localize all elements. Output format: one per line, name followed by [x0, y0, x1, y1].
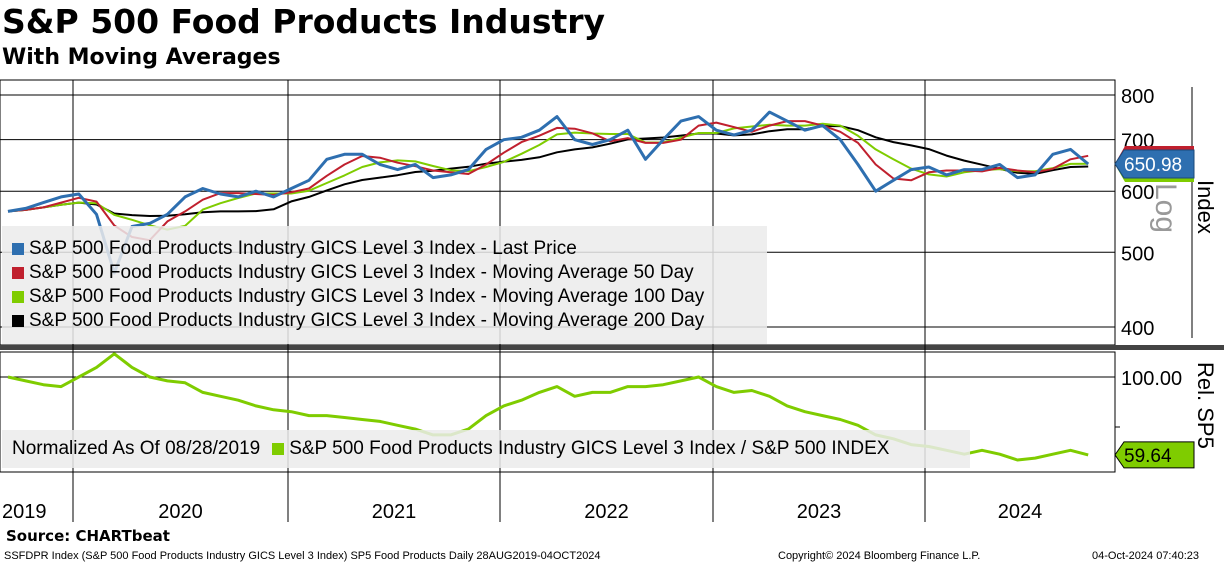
chart-title: S&P 500 Food Products Industry [2, 2, 606, 41]
last-price-tag [1114, 149, 1195, 179]
legend-swatch [12, 267, 24, 279]
legend-swatch [12, 243, 24, 255]
legend-item-ma50: S&P 500 Food Products Industry GICS Leve… [12, 261, 767, 285]
panel-divider [0, 345, 1224, 350]
legend-label: S&P 500 Food Products Industry GICS Leve… [29, 310, 705, 331]
normalized-note: Normalized As Of 08/28/2019 [12, 438, 261, 459]
last-price-line [7, 110, 1090, 275]
relative-last-value: 59.64 [1124, 446, 1172, 467]
ma200-line [7, 125, 1089, 217]
y-tick-label: 500 [1121, 243, 1154, 265]
ma100-line [7, 122, 1089, 231]
y-tick-label: 400 [1121, 318, 1154, 340]
legend-swatch [12, 315, 24, 327]
legend-item-last-price: S&P 500 Food Products Industry GICS Leve… [12, 237, 767, 261]
relative-panel-frame [0, 351, 1116, 473]
legend-label: S&P 500 Food Products Industry GICS Leve… [29, 286, 705, 307]
relative-value-tag [1114, 441, 1195, 469]
x-tick-label: 2020 [158, 501, 203, 523]
legend-item-ma100: S&P 500 Food Products Industry GICS Leve… [12, 285, 767, 309]
legend-item-ma200: S&P 500 Food Products Industry GICS Leve… [12, 309, 767, 333]
y-axis-title: Index [1193, 180, 1218, 234]
footer-timestamp: 04-Oct-2024 07:40:23 [1092, 550, 1200, 562]
log-scale-label: Log [1149, 183, 1182, 233]
y-axis-title-relative: Rel. SP5 [1193, 362, 1218, 449]
relative-legend: Normalized As Of 08/28/2019 S&P 500 Food… [2, 430, 970, 468]
x-tick-label: 2023 [797, 501, 842, 523]
y-tick-label: 800 [1121, 86, 1154, 108]
x-tick-label: 2024 [998, 501, 1043, 523]
legend-label: S&P 500 Food Products Industry GICS Leve… [289, 438, 890, 459]
source-label: Source: CHARTbeat [6, 527, 170, 545]
price-legend: S&P 500 Food Products Industry GICS Leve… [2, 226, 767, 344]
last-price-value: 650.98 [1124, 155, 1182, 176]
x-tick-label: 2019 [2, 501, 47, 523]
y-tick-label: 600 [1121, 182, 1154, 204]
y-tick-label: 100.00 [1121, 368, 1182, 390]
legend-label: S&P 500 Food Products Industry GICS Leve… [29, 238, 577, 259]
x-tick-label: 2022 [584, 501, 629, 523]
x-tick-label: 2021 [372, 501, 417, 523]
legend-label: S&P 500 Food Products Industry GICS Leve… [29, 262, 694, 283]
footer-description: SSFDPR Index (S&P 500 Food Products Indu… [4, 550, 601, 562]
legend-swatch [12, 291, 24, 303]
footer-copyright: Copyright© 2024 Bloomberg Finance L.P. [778, 550, 981, 562]
chart-subtitle: With Moving Averages [2, 45, 281, 70]
legend-swatch [272, 443, 285, 455]
ma50-line [7, 120, 1089, 242]
